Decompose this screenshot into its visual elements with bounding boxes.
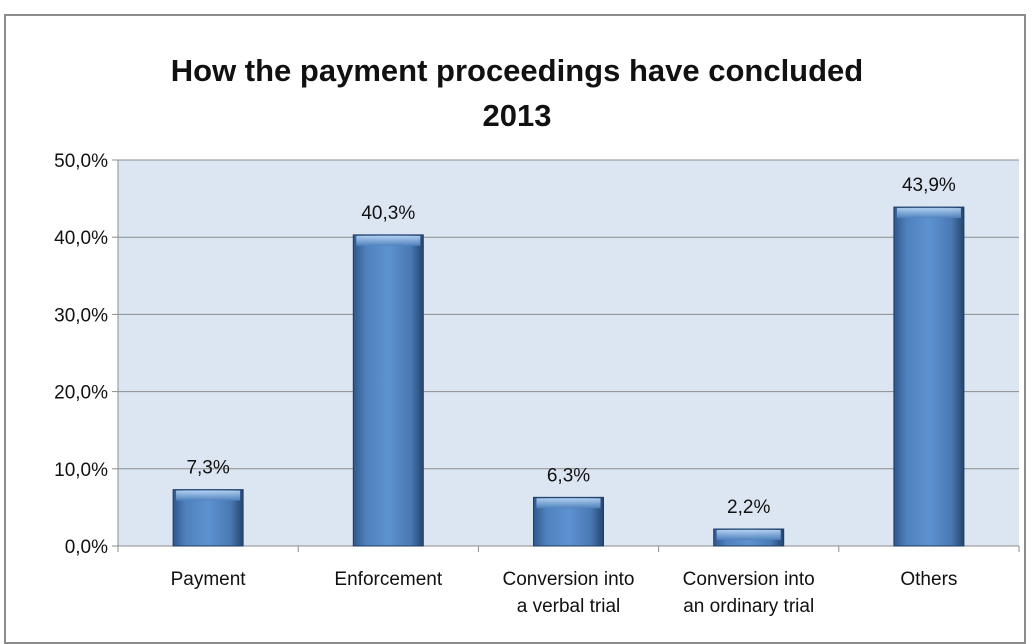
bar-highlight [356,235,421,246]
x-category-label: Others [900,569,957,590]
chart-title-line-1: How the payment proceedings have conclud… [170,53,864,88]
bar-highlight [896,208,961,219]
bar-highlight [176,490,241,501]
bar [352,234,424,547]
x-category-label: Enforcement [334,569,442,590]
y-tick-label: 30,0% [54,305,108,326]
data-label: 6,3% [547,465,590,486]
bar-highlight [536,498,601,509]
y-tick-label: 20,0% [54,383,108,404]
y-tick-label: 50,0% [54,151,108,172]
x-category-label: an ordinary trial [683,596,814,617]
y-tick-label: 40,0% [54,228,108,249]
x-category-label: Payment [171,569,247,590]
plot-area [118,160,1019,546]
x-category-label: Conversion into [683,569,815,590]
data-label: 43,9% [902,175,956,196]
chart-title-line-2: 2013 [482,98,552,133]
data-label: 2,2% [727,497,770,518]
bar-highlight [716,530,781,541]
data-label: 7,3% [186,458,229,479]
x-category-label: Conversion into [502,569,634,590]
bar [893,206,965,547]
data-label: 40,3% [361,203,415,224]
x-category-label: a verbal trial [517,596,621,617]
y-tick-label: 10,0% [54,460,108,481]
y-tick-label: 0,0% [65,537,108,558]
